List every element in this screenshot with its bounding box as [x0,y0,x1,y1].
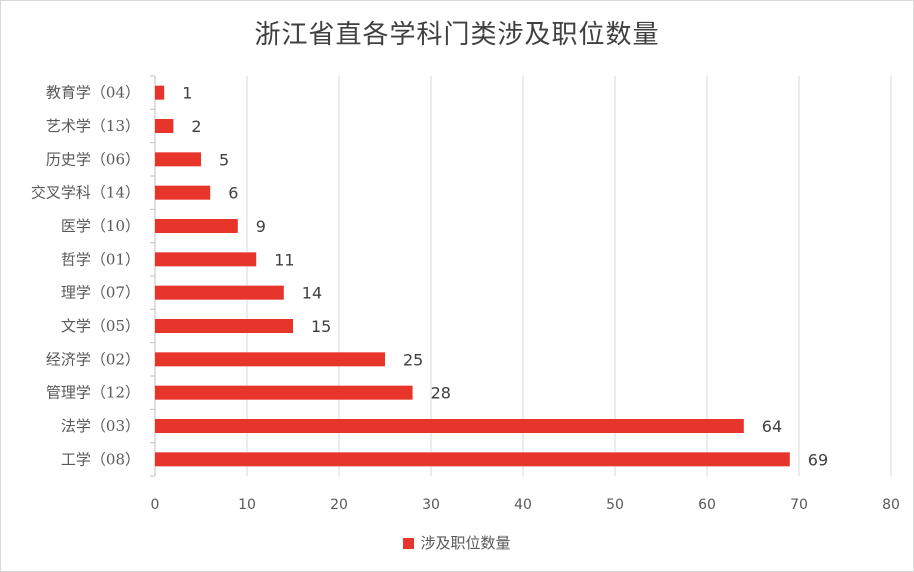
bar [155,185,211,200]
bar [155,85,165,100]
bar [155,385,413,400]
bar [155,419,744,433]
data-label: 28 [431,384,451,403]
data-label: 1 [182,84,192,103]
bar [155,252,257,267]
bar [155,352,385,367]
bar [155,152,201,167]
category-label: 法学（03） [61,417,140,435]
x-tick-label: 30 [422,497,440,513]
bar [155,119,174,133]
category-label: 哲学（01） [61,250,140,268]
data-label: 2 [191,117,201,136]
category-label: 教育学（04） [46,84,140,102]
data-label: 69 [808,450,828,469]
category-label: 历史学（06） [46,150,140,168]
category-label: 理学（07） [61,284,140,302]
legend: 涉及职位数量 [0,532,914,553]
x-tick-label: 10 [238,497,256,513]
x-tick-label: 70 [790,497,808,513]
x-tick-label: 50 [606,497,624,513]
category-label: 交叉学科（14） [31,184,140,202]
bar [155,452,790,467]
category-label: 工学（08） [61,450,140,468]
bar [155,319,293,333]
category-label: 艺术学（13） [46,117,140,135]
data-label: 25 [403,350,423,369]
data-label: 14 [302,284,322,303]
bar [155,285,284,300]
bar [155,219,238,233]
category-label: 医学（10） [61,217,140,235]
category-label: 文学（05） [61,317,140,335]
category-label: 经济学（02） [46,350,140,368]
data-label: 15 [311,317,331,336]
data-label: 5 [219,150,229,169]
data-label: 9 [256,217,266,236]
x-tick-label: 80 [882,497,900,513]
category-label: 管理学（12） [46,384,140,402]
x-tick-label: 60 [698,497,716,513]
chart-title: 浙江省直各学科门类涉及职位数量 [254,20,660,50]
x-tick-label: 40 [514,497,532,513]
data-label: 11 [274,250,294,269]
data-label: 64 [762,417,782,436]
data-label: 6 [228,184,238,203]
legend-swatch [403,538,415,549]
legend-label: 涉及职位数量 [420,534,511,552]
x-tick-label: 20 [330,497,348,513]
x-tick-label: 0 [151,497,160,513]
